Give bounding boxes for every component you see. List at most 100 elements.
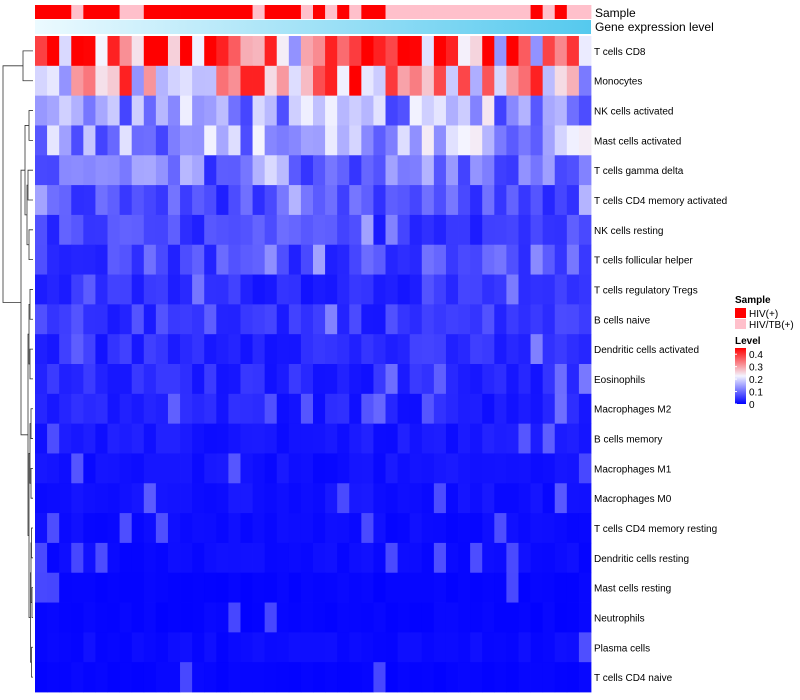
heatmap-cell xyxy=(119,334,133,365)
heatmap-cell xyxy=(578,453,592,484)
heatmap-cell xyxy=(59,423,72,454)
heatmap-cell xyxy=(385,423,399,454)
heatmap-cell xyxy=(180,274,193,305)
heatmap-cell xyxy=(337,304,350,335)
heatmap-cell xyxy=(276,155,290,186)
heatmap-cell xyxy=(107,95,121,126)
heatmap-cell xyxy=(313,542,326,574)
heatmap-cell xyxy=(506,602,519,633)
heatmap-cell xyxy=(554,304,568,335)
heatmap-cell xyxy=(373,483,386,514)
heatmap-cell xyxy=(131,36,145,67)
heatmap-cell xyxy=(276,364,290,395)
heatmap-cell xyxy=(167,155,181,186)
heatmap-cell xyxy=(143,155,157,186)
heatmap-cell xyxy=(554,364,568,395)
heatmap-cell xyxy=(578,364,592,395)
heatmap-cell xyxy=(337,364,350,395)
heatmap-cell xyxy=(397,334,411,365)
heatmap-cell xyxy=(59,662,72,693)
heatmap-cell xyxy=(397,602,411,633)
heatmap-cell xyxy=(397,483,411,514)
heatmap-cell xyxy=(192,334,205,365)
heatmap-cell xyxy=(228,155,241,186)
heatmap-cell xyxy=(518,125,531,156)
heatmap-cell xyxy=(131,185,145,216)
heatmap-cell xyxy=(337,185,350,216)
heatmap-cell xyxy=(421,572,435,603)
heatmap-cell xyxy=(494,662,507,693)
heatmap-cell xyxy=(494,125,507,156)
heatmap-cell xyxy=(578,662,592,693)
heatmap-cell xyxy=(252,393,266,425)
heatmap-cell xyxy=(421,214,435,246)
heatmap-cell xyxy=(204,513,217,544)
heatmap-cell xyxy=(228,185,241,216)
heatmap-cell xyxy=(470,483,483,514)
heatmap-cell xyxy=(458,602,471,633)
heatmap-cell xyxy=(192,244,205,275)
heatmap-cell xyxy=(373,304,386,335)
heatmap-cell xyxy=(470,453,483,484)
heatmap-cell xyxy=(494,572,507,603)
row-label: T cells gamma delta xyxy=(594,166,684,177)
heatmap-cell xyxy=(276,244,290,275)
heatmap-cell xyxy=(373,513,386,544)
heatmap-cell xyxy=(530,572,544,603)
heatmap-cell xyxy=(578,602,592,633)
legend-level-colorbar xyxy=(735,348,746,404)
heatmap-cell xyxy=(542,334,556,365)
heatmap-cell xyxy=(180,304,193,335)
heatmap-cell xyxy=(578,155,592,186)
heatmap-cell xyxy=(494,602,507,633)
heatmap-cell xyxy=(530,453,544,484)
legend-label-hiv: HIV(+) xyxy=(749,309,778,320)
heatmap-cell xyxy=(445,214,459,246)
heatmap-cell xyxy=(421,423,435,454)
heatmap-cell xyxy=(216,632,229,663)
dendrogram-branch xyxy=(29,289,33,320)
heatmap-cell xyxy=(119,274,133,305)
heatmap-cell xyxy=(385,244,399,275)
heatmap-cell xyxy=(47,602,60,633)
dendrogram-branch xyxy=(31,646,33,678)
row-label: Eosinophils xyxy=(594,375,645,386)
heatmap-cell xyxy=(482,95,495,126)
heatmap-cell xyxy=(180,155,193,186)
heatmap-cell xyxy=(518,334,531,365)
heatmap-cell xyxy=(337,274,350,305)
heatmap-cell xyxy=(349,513,362,544)
heatmap-cell xyxy=(204,214,217,246)
heatmap-cell xyxy=(95,483,108,514)
heatmap-cell xyxy=(361,423,374,454)
heatmap-cell xyxy=(397,36,411,67)
heatmap-cell xyxy=(409,572,423,603)
row-label: T cells CD8 xyxy=(594,47,646,58)
heatmap-cell xyxy=(506,36,519,67)
heatmap-cell xyxy=(578,274,592,305)
heatmap-cell xyxy=(155,453,169,484)
heatmap-cell xyxy=(192,572,205,603)
heatmap-cell xyxy=(313,662,326,693)
heatmap-cell xyxy=(385,36,399,67)
heatmap-cell xyxy=(288,304,302,335)
heatmap-cell xyxy=(180,125,193,156)
heatmap-cell xyxy=(458,393,471,425)
heatmap-cell xyxy=(300,423,314,454)
heatmap-cell xyxy=(433,542,447,574)
heatmap-cell xyxy=(530,632,544,663)
heatmap-cell xyxy=(433,364,447,395)
heatmap-cell xyxy=(337,65,350,97)
sample-annotation-cell xyxy=(337,5,350,19)
heatmap-cell xyxy=(542,393,556,425)
heatmap-cell xyxy=(131,542,145,574)
heatmap-cell xyxy=(204,364,217,395)
heatmap-cell xyxy=(458,274,471,305)
heatmap-cell xyxy=(300,155,314,186)
heatmap-cell xyxy=(482,483,495,514)
heatmap-cell xyxy=(494,453,507,484)
heatmap-cell xyxy=(421,334,435,365)
heatmap-cell xyxy=(167,244,181,275)
heatmap-cell xyxy=(47,125,60,156)
heatmap-cell xyxy=(542,542,556,574)
